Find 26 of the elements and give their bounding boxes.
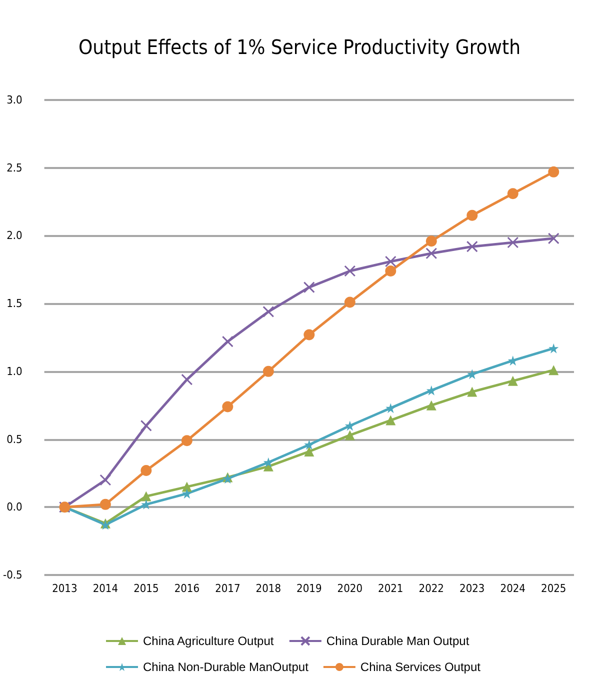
x-tick-label: 2022: [418, 582, 444, 595]
y-tick-label: 0.5: [6, 432, 22, 446]
chart-title: Output Effects of 1% Service Productivity Growth: [78, 35, 520, 59]
legend-label: China Services Output: [360, 660, 482, 674]
legend-label: China Agriculture Output: [143, 634, 274, 648]
y-tick-label: 2.0: [6, 229, 22, 242]
y-tick-label: 2.5: [6, 161, 22, 174]
x-tick-label: 2023: [460, 582, 485, 595]
x-tick-label: 2013: [52, 582, 78, 595]
x-tick-label: 2018: [256, 582, 281, 595]
x-tick-label: 2024: [500, 582, 526, 595]
x-tick-label: 2019: [296, 582, 322, 595]
legend-label: China Non-Durable ManOutput: [143, 660, 310, 674]
x-tick-label: 2017: [215, 582, 240, 595]
y-tick-label: 1.0: [6, 364, 22, 378]
x-tick-label: 2015: [134, 582, 159, 595]
y-tick-label: 1.5: [6, 297, 22, 310]
x-tick-label: 2025: [541, 582, 566, 595]
legend-label: China Durable Man Output: [326, 634, 470, 648]
y-tick-label: 0.0: [6, 500, 22, 514]
x-tick-label: 2021: [378, 582, 404, 595]
x-tick-label: 2016: [174, 582, 200, 595]
x-tick-label: 2020: [337, 582, 362, 595]
y-tick-label: 3.0: [6, 94, 22, 106]
x-tick-label: 2014: [92, 582, 118, 595]
y-tick-label: -0.5: [2, 568, 22, 582]
